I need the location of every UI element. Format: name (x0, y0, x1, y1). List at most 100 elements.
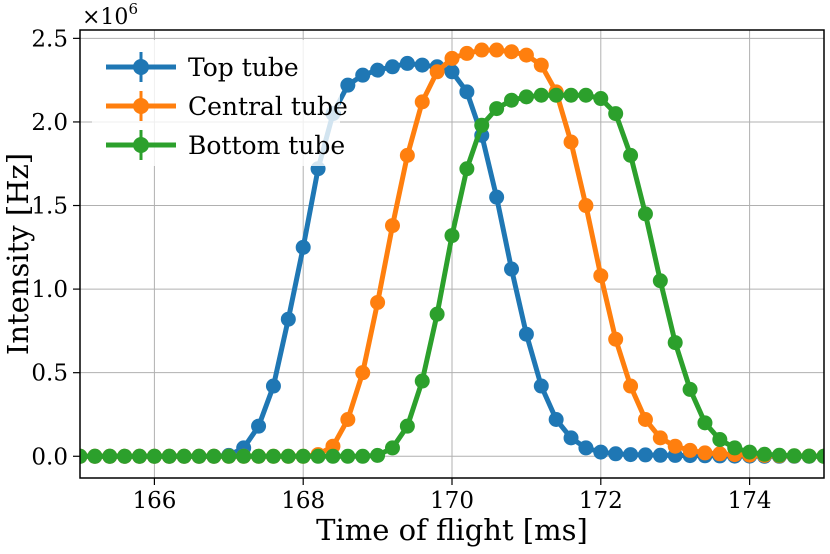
legend-marker (133, 137, 149, 153)
data-point (459, 45, 475, 61)
data-point (474, 42, 490, 58)
data-point (786, 448, 802, 464)
data-point (608, 106, 624, 122)
data-point (548, 87, 564, 103)
data-point (504, 261, 520, 277)
y-multiplier: ×106 (82, 0, 138, 30)
data-point (399, 147, 415, 163)
data-point (548, 411, 564, 427)
data-point (370, 447, 386, 463)
data-point (667, 335, 683, 351)
legend-marker (133, 59, 149, 75)
data-point (444, 228, 460, 244)
data-point (756, 446, 772, 462)
data-point (429, 64, 445, 80)
data-point (340, 77, 356, 93)
data-point (623, 378, 639, 394)
data-point (251, 418, 267, 434)
data-point (518, 89, 534, 105)
data-point (578, 198, 594, 214)
data-point (132, 448, 148, 464)
data-point (474, 117, 490, 133)
legend-label: Central tube (188, 92, 348, 121)
data-point (414, 373, 430, 389)
data-point (355, 365, 371, 381)
y-tick-label: 0.5 (31, 361, 68, 387)
legend-label: Top tube (188, 53, 299, 82)
y-axis-label: Intensity [Hz] (1, 153, 35, 355)
legend: Top tube Central tube Bottom tube (92, 40, 348, 166)
data-point (384, 440, 400, 456)
data-point (340, 411, 356, 427)
data-point (265, 448, 281, 464)
data-point (563, 134, 579, 150)
y-tick-label: 2.0 (31, 110, 68, 136)
legend-marker (133, 98, 149, 114)
data-point (608, 446, 624, 462)
data-point (489, 101, 505, 117)
series-layer (80, 42, 824, 464)
ticks: 166 168 170 172 174 0.0 0.5 1.0 1.5 2.0 2.5 (31, 26, 771, 514)
data-point (637, 411, 653, 427)
data-point (459, 161, 475, 177)
data-point (816, 448, 824, 464)
data-point (593, 91, 609, 107)
data-point (623, 147, 639, 163)
data-point (280, 448, 296, 464)
data-point (370, 294, 386, 310)
data-point (325, 448, 341, 464)
legend-label: Bottom tube (188, 131, 345, 160)
data-point (593, 444, 609, 460)
y-multiplier-exponent: 6 (128, 0, 138, 18)
data-point (742, 444, 758, 460)
data-point (578, 87, 594, 103)
data-point (682, 381, 698, 397)
data-point (355, 448, 371, 464)
data-point (384, 59, 400, 75)
data-point (712, 432, 728, 448)
data-point (533, 378, 549, 394)
data-point (370, 62, 386, 78)
y-tick-label: 1.5 (31, 194, 68, 220)
x-tick-label: 174 (728, 488, 772, 514)
data-point (489, 42, 505, 58)
data-point (697, 445, 713, 461)
series-2 (80, 87, 824, 464)
data-point (578, 440, 594, 456)
data-point (206, 448, 222, 464)
x-tick-label: 170 (430, 488, 474, 514)
data-point (295, 448, 311, 464)
data-point (221, 448, 237, 464)
data-point (459, 84, 475, 100)
data-point (444, 50, 460, 66)
data-point (384, 218, 400, 234)
data-point (682, 442, 698, 458)
data-point (146, 448, 162, 464)
data-point (712, 446, 728, 462)
data-point (518, 326, 534, 342)
x-tick-label: 166 (132, 488, 176, 514)
data-point (489, 189, 505, 205)
data-point (697, 415, 713, 431)
y-multiplier-base: ×10 (82, 5, 128, 30)
data-point (310, 448, 326, 464)
data-point (652, 447, 668, 463)
data-point (102, 448, 118, 464)
data-point (593, 268, 609, 284)
data-point (280, 311, 296, 327)
data-point (801, 448, 817, 464)
x-axis-label: Time of flight [ms] (316, 513, 588, 547)
data-point (533, 57, 549, 73)
data-point (161, 448, 177, 464)
data-point (399, 55, 415, 71)
data-point (265, 378, 281, 394)
data-point (251, 448, 267, 464)
data-point (504, 44, 520, 60)
x-tick-label: 168 (281, 488, 325, 514)
data-point (399, 418, 415, 434)
data-point (533, 87, 549, 103)
data-point (444, 64, 460, 80)
data-point (652, 273, 668, 289)
data-point (727, 440, 743, 456)
